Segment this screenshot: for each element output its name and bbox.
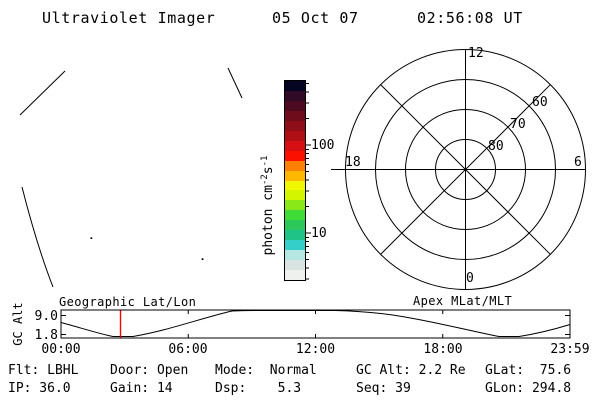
geo-limb-arcs [19,67,243,288]
unit-main: photon cm [261,185,277,256]
polar-mlt-label-0: 0 [466,271,474,286]
colorbar-band [285,190,305,201]
polar-grid [331,49,586,290]
strip-chart-frame [60,309,571,339]
status-seq: Seq: 39 [356,381,411,396]
polar-diagonal-nw-se [380,84,551,255]
xtick-1800: 18:00 [423,342,463,357]
colorbar-band [285,260,305,271]
strip-chart-ticks [61,310,570,338]
status-gc-alt: GC Alt: 2.2 Re [356,363,466,378]
polar-ring-60 [375,79,556,260]
orbit-altitude-curve [60,310,571,337]
colorbar-band [285,170,305,181]
header-time: 02:56:08 UT [417,9,523,27]
xtick-0600: 06:00 [168,342,208,357]
colorbar-band [285,180,305,191]
colorbar-band [285,100,305,111]
geo-dot-1 [90,237,93,239]
colorbar-unit-label: photon cm-2s-1 [245,146,291,296]
colorbar-band [285,230,305,241]
status-dsp: Dsp: 5.3 [215,381,302,396]
polar-mlt-label-18: 18 [345,155,361,170]
colorbar-band [285,160,305,171]
polar-ring-label-60: 60 [532,95,548,110]
geo-arc-upper-left [19,70,66,116]
polar-ring-70 [405,109,526,230]
polar-ring-label-70: 70 [510,117,526,132]
polar-ring-outer [345,49,586,290]
polar-mlt-label-12: 12 [468,46,484,61]
app-title: Ultraviolet Imager [42,9,216,27]
colorbar-band [285,220,305,231]
colorbar [284,80,306,281]
colorbar-tick-label-10: 10 [311,226,327,241]
colorbar-ticks [305,83,311,280]
ytick-9.0: 9.0 [34,309,58,324]
status-glat: GLat: 75.6 [485,363,572,378]
polar-ring-label-80: 80 [488,139,504,154]
status-mode: Mode: Normal [215,363,317,378]
colorbar-band [285,130,305,141]
status-door: Door: Open [110,363,189,378]
xtick-1200: 12:00 [295,342,336,357]
colorbar-band [285,90,305,101]
geo-view-caption: Geographic Lat/Lon [59,295,197,309]
xtick-0000: 00:00 [41,342,81,357]
colorbar-band [285,200,305,211]
ytick-1.8: 1.8 [34,328,58,343]
colorbar-band [285,81,305,91]
unit-exponent-1: -2 [259,174,270,186]
strip-chart-box [60,309,571,339]
colorbar-tick-label-100: 100 [311,138,335,153]
strip-chart-ylabel: GC Alt [11,302,25,346]
status-gain: Gain: 14 [110,381,173,396]
colorbar-band [285,210,305,221]
colorbar-band [285,240,305,251]
unit-mid: s [261,166,277,175]
xtick-2359: 23:59 [550,342,590,357]
colorbar-band [285,140,305,151]
geo-arc-upper-right [227,67,243,99]
unit-exponent-2: -1 [259,155,270,167]
status-flt: Flt: LBHL [8,363,79,378]
polar-diagonal-ne-sw [380,84,551,255]
colorbar-band [285,150,305,161]
polar-ring-80 [435,139,496,200]
status-glon: GLon: 294.8 [485,381,572,396]
polar-view-caption: Apex MLat/MLT [413,294,513,308]
colorbar-band [285,270,305,281]
colorbar-band [285,110,305,121]
header-date: 05 Oct 07 [272,9,359,27]
colorbar-band [285,250,305,261]
colorbar-band [285,120,305,131]
geo-arc-left [21,186,54,288]
status-ip: IP: 36.0 [8,381,71,396]
geo-dot-2 [201,258,204,260]
polar-mlt-label-6: 6 [574,155,582,170]
